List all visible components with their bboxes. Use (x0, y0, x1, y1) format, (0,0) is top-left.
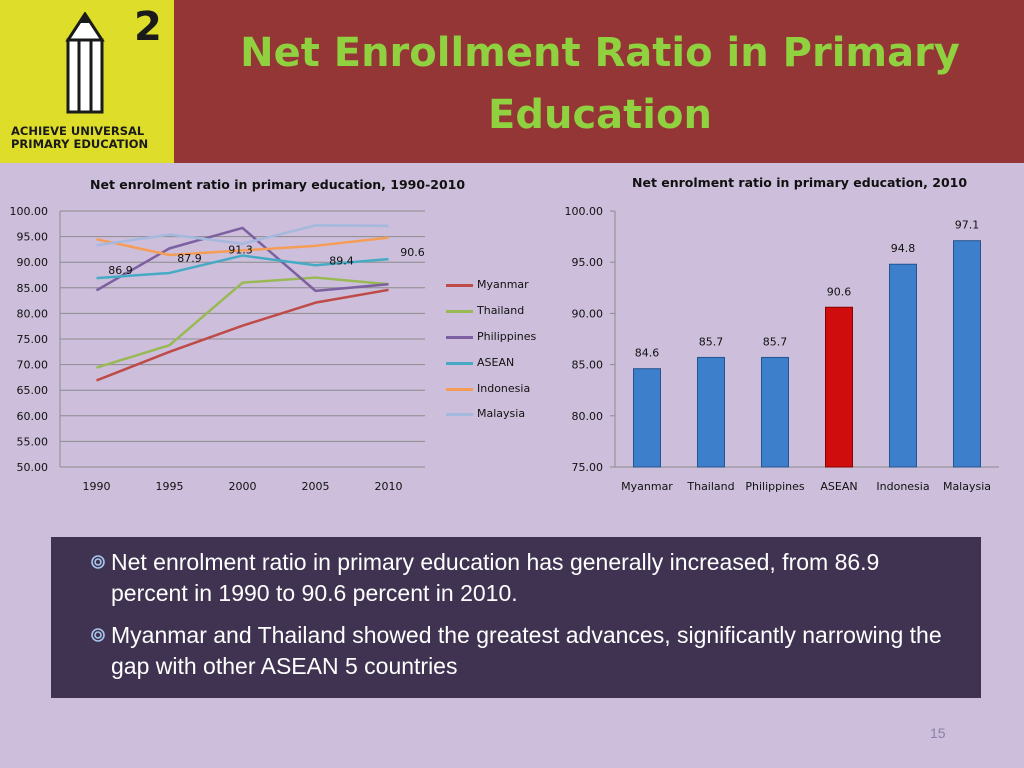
bar-chart: 100.00 95.00 90.00 85.00 80.00 75.00 84.6 Myanm… (565, 205, 999, 493)
legend-swatch (446, 387, 473, 391)
pencil-icon (65, 12, 105, 114)
y-tick-label: 100.00 (565, 205, 604, 218)
bar-shading (953, 240, 981, 468)
bar-shading (697, 356, 725, 468)
legend-label: Thailand (477, 303, 525, 317)
series-line-indonesia (96, 236, 389, 257)
y-tick-label: 90.00 (572, 307, 604, 320)
legend-swatch (446, 309, 473, 313)
bar-value-label: 90.6 (827, 285, 852, 298)
y-tick-label: 95.00 (572, 256, 604, 269)
y-tick-label: 80.00 (17, 307, 49, 320)
circle-bullet-icon (91, 555, 105, 569)
data-label: 87.9 (177, 252, 202, 265)
header-banner: 2 ACHIEVE UNIVERSAL PRIMARY EDUCATION Ne… (0, 0, 1024, 163)
x-category-label: Indonesia (876, 480, 929, 493)
bar-shading (825, 306, 853, 468)
y-tick-label: 75.00 (572, 461, 604, 474)
line-chart-title: Net enrolment ratio in primary education… (90, 177, 466, 192)
x-category-label: Thailand (686, 480, 734, 493)
y-tick-label: 85.00 (572, 359, 604, 372)
slide-title-line: Education (488, 92, 712, 138)
circle-bullet-icon (91, 628, 105, 642)
series-line-malaysia (96, 224, 389, 247)
bar-chart-title: Net enrolment ratio in primary education… (632, 175, 968, 190)
bar-value-label: 84.6 (635, 347, 660, 360)
y-tick-label: 50.00 (17, 461, 49, 474)
bar-value-label: 85.7 (763, 335, 788, 348)
data-label: 86.9 (108, 264, 133, 277)
data-label: 90.6 (400, 246, 425, 259)
x-category-label: ASEAN (820, 480, 857, 493)
goal-caption-line: PRIMARY EDUCATION (11, 137, 149, 151)
bar-value-label: 97.1 (955, 219, 980, 232)
goal-caption: ACHIEVE UNIVERSAL PRIMARY EDUCATION (11, 125, 171, 151)
goal-number: 2 (134, 4, 162, 50)
series-line-myanmar (96, 288, 389, 382)
goal-logo: 2 ACHIEVE UNIVERSAL PRIMARY EDUCATION (0, 0, 174, 163)
summary-bullet: Myanmar and Thailand showed the greatest… (79, 620, 959, 682)
legend-label: ASEAN (477, 355, 515, 369)
slide-title: Net Enrollment Ratio in Primary Educatio… (190, 22, 1010, 146)
x-category-label: Myanmar (621, 480, 673, 493)
x-tick-label: 2000 (229, 480, 257, 493)
y-tick-label: 65.00 (17, 384, 49, 397)
bar-value-label: 85.7 (699, 335, 724, 348)
x-tick-label: 1990 (83, 480, 111, 493)
series-line-asean (96, 254, 389, 280)
y-tick-label: 55.00 (17, 435, 49, 448)
x-tick-label: 2005 (302, 480, 330, 493)
goal-caption-line: ACHIEVE UNIVERSAL (11, 124, 145, 138)
x-tick-label: 2010 (375, 480, 403, 493)
series-line-thailand (96, 276, 389, 369)
summary-bullet-text: Net enrolment ratio in primary education… (111, 549, 880, 606)
y-tick-label: 95.00 (17, 231, 49, 244)
bar-shading (889, 263, 917, 468)
data-label: 91.3 (228, 244, 253, 257)
bar-shading (761, 356, 789, 468)
x-tick-label: 1995 (156, 480, 184, 493)
legend-label: Philippines (477, 329, 537, 343)
page-number: 15 (930, 725, 946, 741)
legend-swatch (446, 284, 473, 287)
y-tick-label: 80.00 (572, 410, 604, 423)
y-tick-label: 85.00 (17, 282, 49, 295)
y-tick-label: 75.00 (17, 333, 49, 346)
summary-bullet-text: Myanmar and Thailand showed the greatest… (111, 622, 942, 679)
summary-box: Net enrolment ratio in primary education… (51, 537, 981, 698)
bar-shading (633, 368, 661, 468)
y-tick-label: 60.00 (17, 410, 49, 423)
legend-swatch (446, 361, 473, 365)
x-category-label: Philippines (745, 480, 805, 493)
line-chart: 100.00 95.00 90.00 85.00 80.00 75.00 70.00 65.0… (10, 205, 425, 493)
legend-swatch (446, 413, 473, 417)
summary-bullet: Net enrolment ratio in primary education… (79, 547, 959, 609)
legend-label: Myanmar (477, 278, 529, 291)
legend-label: Malaysia (477, 407, 526, 421)
legend-label: Indonesia (477, 381, 531, 395)
slide-title-line: Net Enrollment Ratio in Primary (240, 30, 960, 76)
y-tick-label: 70.00 (17, 359, 49, 372)
y-tick-label: 100.00 (10, 205, 49, 218)
x-category-label: Malaysia (943, 480, 991, 493)
data-label: 89.4 (329, 254, 354, 267)
series-line-philippines (95, 226, 389, 293)
bar-value-label: 94.8 (891, 242, 916, 255)
y-tick-label: 90.00 (17, 256, 49, 269)
legend-swatch (446, 335, 473, 339)
